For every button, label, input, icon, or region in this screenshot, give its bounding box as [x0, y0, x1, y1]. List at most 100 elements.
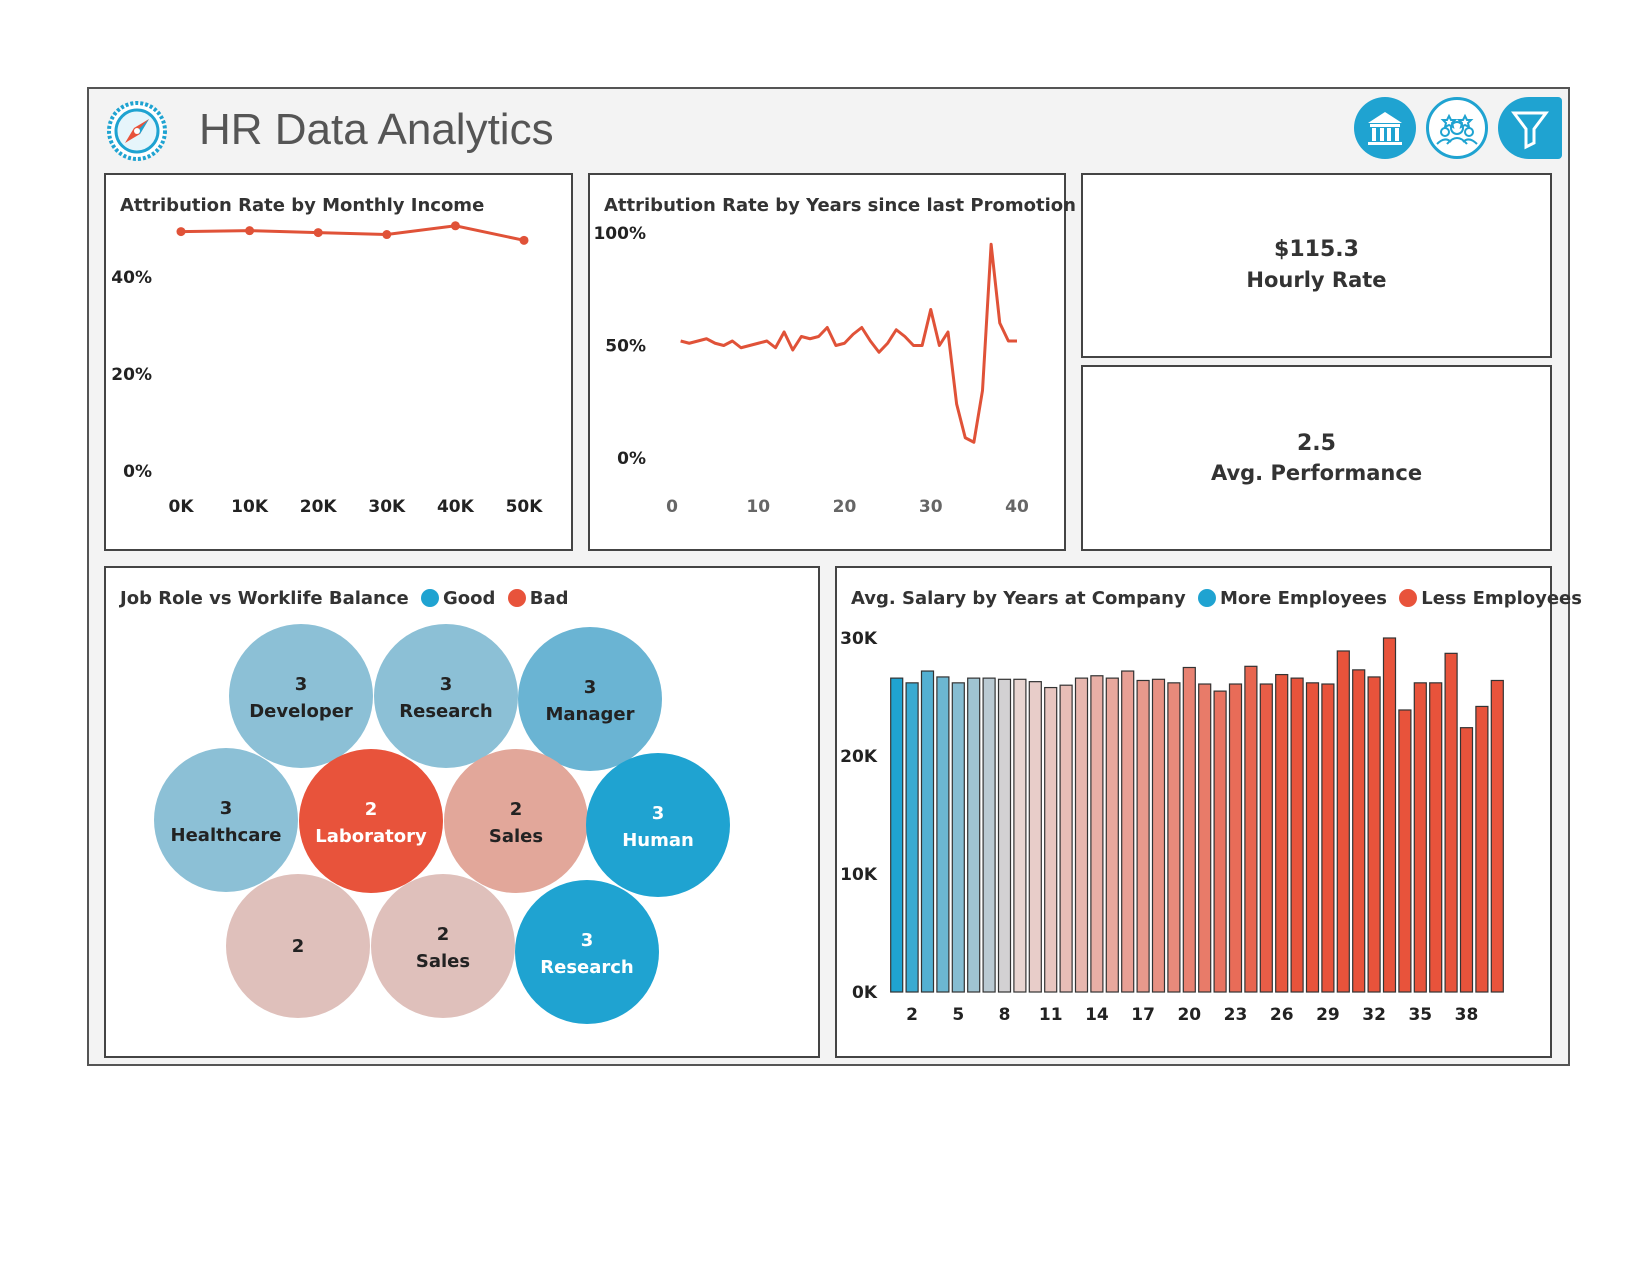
legend-bad-swatch: [507, 589, 526, 607]
bubble-research: [374, 624, 518, 768]
y-tick-label: 10K: [840, 865, 878, 885]
legend-good-swatch: [421, 589, 440, 607]
y-tick-label: 0%: [617, 449, 646, 469]
salary-bar: [1305, 682, 1320, 993]
x-tick-label: 5: [952, 1005, 964, 1025]
performance-value: 2.5: [1297, 431, 1336, 456]
filter-icon: [1511, 111, 1549, 150]
x-tick-label: 35: [1408, 1005, 1432, 1025]
x-tick-label: 11: [1039, 1005, 1063, 1025]
promotion-chart-title: Attribution Rate by Years since last Pro…: [604, 195, 1076, 216]
salary-bar: [1321, 683, 1335, 993]
x-tick-label: 8: [999, 1005, 1011, 1025]
income-series-line: [180, 224, 525, 242]
salary-bar: [890, 677, 904, 993]
salary-bar: [1074, 677, 1089, 993]
team-icon: [1436, 113, 1478, 145]
salary-bar: [1382, 637, 1397, 993]
x-tick-label: 10K: [231, 497, 269, 517]
legend-bad-label: Bad: [529, 588, 569, 609]
bubble-label: Research: [540, 957, 634, 978]
data-point: [519, 235, 529, 245]
x-tick-label: 30K: [368, 497, 406, 517]
bank-button[interactable]: [1354, 97, 1416, 159]
y-tick-label: 0K: [852, 983, 878, 1003]
x-tick-label: 10: [746, 497, 770, 517]
bubble-value: 3: [652, 803, 665, 824]
legend-more-label: More Employees: [1220, 588, 1387, 609]
hourly-rate-value: $115.3: [1274, 237, 1359, 262]
bubble-manager: [518, 627, 662, 771]
x-tick-label: 14: [1085, 1005, 1109, 1025]
salary-bar: [1352, 669, 1366, 993]
salary-bar: [1490, 679, 1504, 993]
compass-logo-icon: [107, 101, 167, 161]
y-tick-label: 30K: [840, 629, 878, 649]
salary-bar: [1090, 675, 1104, 993]
bubble-human: [586, 753, 730, 897]
team-button[interactable]: [1426, 97, 1488, 159]
salary-bar: [1429, 682, 1443, 993]
y-tick-label: 40%: [111, 268, 152, 288]
bubble-unlabeled: [226, 874, 370, 1018]
salary-bar: [1244, 665, 1258, 993]
bubble-value: 3: [295, 674, 308, 695]
x-tick-label: 40: [1005, 497, 1029, 517]
salary-bar-chart: 0K 10K 20K 30K 2 5 8 11 14 17 20 23 26 29 32 35 38: [840, 629, 1504, 1025]
bubble-label: Human: [622, 830, 694, 851]
bubble-chart-title: Job Role vs Worklife Balance: [120, 588, 409, 609]
salary-bar: [1398, 709, 1412, 993]
salary-bar: [1151, 678, 1166, 993]
hourly-rate-card: $115.3 Hourly Rate: [1081, 173, 1552, 358]
data-point: [245, 226, 255, 236]
hourly-rate-label: Hourly Rate: [1246, 268, 1387, 292]
salary-bar: [1044, 686, 1058, 993]
x-tick-label: 26: [1270, 1005, 1294, 1025]
bubble-legend: Job Role vs Worklife Balance Good Bad: [120, 588, 568, 609]
salary-bar: [1459, 727, 1474, 993]
y-tick-label: 100%: [593, 224, 646, 244]
bubble-developer: [229, 624, 373, 768]
data-point: [450, 221, 460, 231]
x-tick-label: 29: [1316, 1005, 1340, 1025]
salary-chart-title: Avg. Salary by Years at Company: [851, 588, 1186, 609]
y-tick-label: 20K: [840, 747, 878, 767]
data-point: [176, 227, 186, 237]
salary-bar: [1028, 681, 1042, 993]
x-tick-label: 2: [906, 1005, 918, 1025]
x-tick-label: 20K: [300, 497, 338, 517]
y-tick-label: 0%: [123, 462, 152, 482]
salary-chart-panel: Avg. Salary by Years at Company More Emp…: [835, 566, 1582, 1058]
salary-bar: [1228, 683, 1243, 993]
salary-bar: [1136, 679, 1150, 993]
promotion-chart-panel: Attribution Rate by Years since last Pro…: [588, 173, 1076, 551]
bubble-value: 2: [437, 924, 450, 945]
salary-bar: [1167, 682, 1181, 993]
x-tick-label: 23: [1224, 1005, 1248, 1025]
promotion-series-line: [680, 242, 1017, 444]
salary-bar: [1182, 666, 1196, 993]
salary-bar: [1121, 670, 1135, 993]
salary-bar: [920, 670, 935, 993]
salary-bar: [936, 676, 950, 993]
bubble-chart: 3 Developer 3 Research 3 Manager 3 Healthcare 2 L…: [154, 624, 730, 1024]
salary-bar: [1198, 683, 1212, 993]
bubble-label: Healthcare: [171, 825, 282, 846]
salary-bar: [997, 678, 1012, 993]
salary-bar: [1290, 677, 1304, 993]
promotion-line-chart: 0% 50% 100% 0 10 20 30 40: [593, 224, 1029, 517]
bubble-label: Sales: [489, 826, 543, 847]
y-tick-label: 50%: [605, 337, 646, 357]
bubble-label: Sales: [416, 951, 470, 972]
salary-bar: [1059, 684, 1073, 993]
bubble-value: 3: [440, 674, 453, 695]
performance-card: 2.5 Avg. Performance: [1081, 365, 1552, 551]
income-chart-panel: Attribution Rate by Monthly Income 0% 20%…: [104, 173, 573, 551]
income-chart-title: Attribution Rate by Monthly Income: [120, 195, 485, 216]
bubble-chart-panel: Job Role vs Worklife Balance Good Bad 3 D…: [104, 566, 820, 1058]
x-tick-label: 17: [1131, 1005, 1155, 1025]
legend-good-label: Good: [443, 588, 496, 609]
bubble-value: 3: [584, 677, 597, 698]
bubble-label: Manager: [546, 704, 635, 725]
filter-button[interactable]: [1498, 97, 1562, 159]
